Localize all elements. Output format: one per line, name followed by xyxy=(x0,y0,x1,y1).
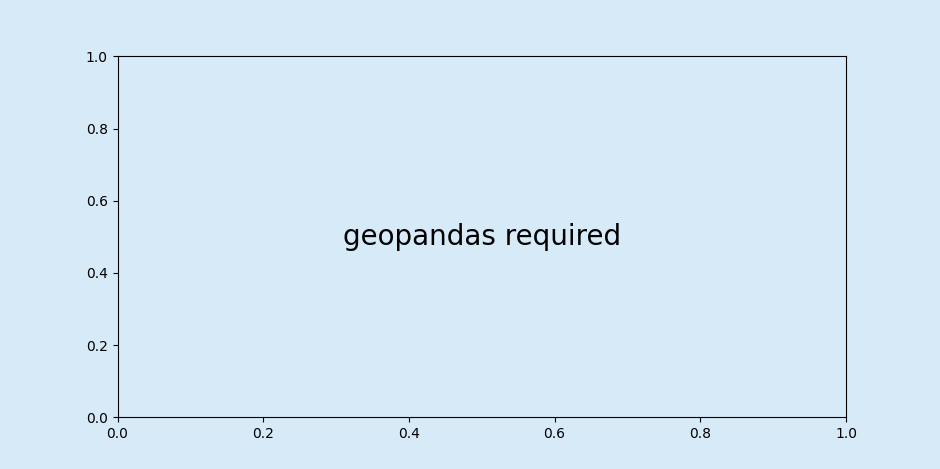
Text: geopandas required: geopandas required xyxy=(343,223,620,251)
